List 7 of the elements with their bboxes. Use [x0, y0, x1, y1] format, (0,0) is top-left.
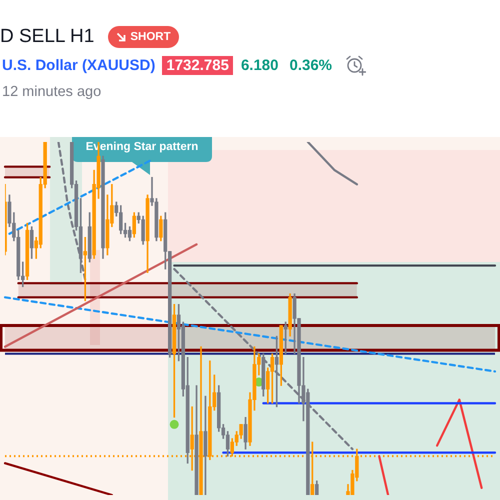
- text: 12 minutes ago: [2, 84, 102, 100]
- chart-subtitle: U.S. Dollar (XAUUSD): [2, 56, 156, 74]
- text: 6.180: [240, 56, 278, 74]
- text: SHORT: [130, 31, 171, 43]
- chart-title: D SELL H1: [0, 26, 94, 48]
- text: 1732.785: [162, 56, 233, 74]
- text: 0.36%: [289, 56, 332, 74]
